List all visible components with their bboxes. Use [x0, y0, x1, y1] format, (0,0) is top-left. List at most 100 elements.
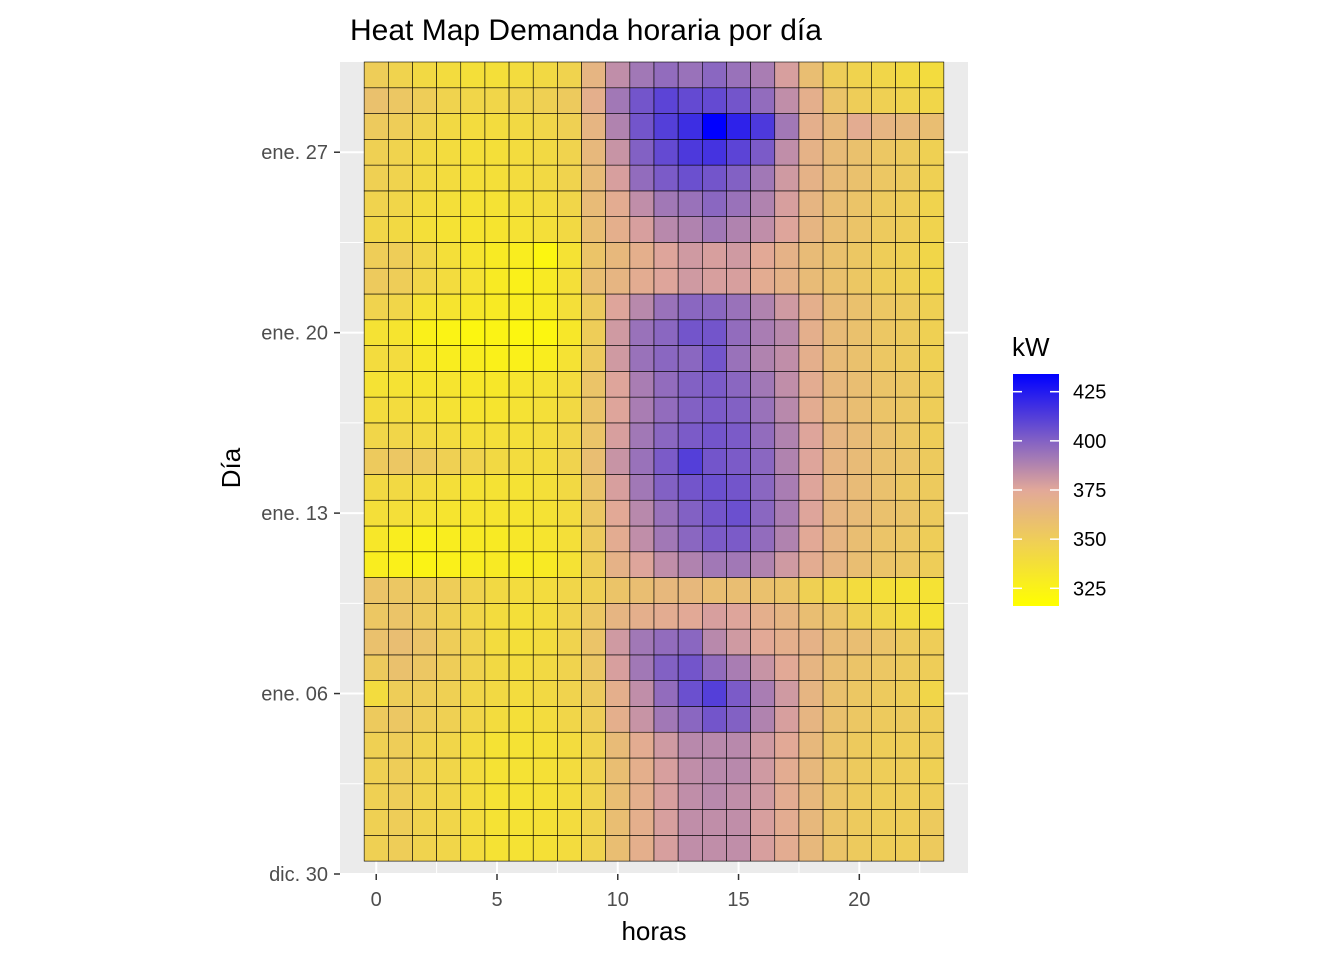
- heatmap-cell: [460, 731, 486, 759]
- heatmap-cell: [436, 551, 462, 578]
- heatmap-cell: [702, 267, 727, 295]
- heatmap-cell: [436, 474, 462, 501]
- heatmap-cell: [460, 242, 486, 269]
- heatmap-cell: [436, 835, 462, 862]
- heatmap-cell: [653, 371, 679, 398]
- legend-label: 375: [1073, 480, 1106, 502]
- heatmap-cell: [460, 654, 486, 681]
- heatmap-cell: [677, 267, 703, 295]
- heatmap-cell: [484, 293, 510, 321]
- heatmap-cell: [750, 190, 776, 217]
- heatmap-cell: [460, 706, 486, 733]
- heatmap-cell: [677, 242, 703, 269]
- heatmap-cell: [726, 242, 751, 269]
- heatmap-cell: [605, 448, 631, 475]
- heatmap-cell: [508, 835, 534, 862]
- heatmap-cell: [871, 396, 896, 424]
- heatmap-cell: [919, 371, 945, 398]
- heatmap-cell: [677, 706, 703, 733]
- heatmap-cell: [484, 113, 510, 140]
- heatmap-cell: [653, 628, 679, 656]
- heatmap-cell: [388, 87, 413, 114]
- heatmap-cell: [412, 293, 437, 321]
- heatmap-cell: [629, 113, 655, 140]
- heatmap-cell: [919, 783, 945, 810]
- heatmap-cell: [484, 628, 510, 656]
- heatmap-cell: [436, 654, 462, 681]
- heatmap-cell: [774, 809, 800, 836]
- heatmap-cell: [895, 783, 920, 810]
- heatmap-cell: [436, 603, 462, 630]
- heatmap-cell: [412, 267, 437, 295]
- heatmap-cell: [653, 577, 679, 604]
- heatmap-cell: [798, 551, 824, 578]
- heatmap-cell: [677, 371, 703, 398]
- heatmap-cell: [484, 835, 510, 862]
- heatmap-cell: [702, 448, 727, 475]
- heatmap-cell: [484, 809, 510, 836]
- heatmap-cell: [726, 706, 751, 733]
- heatmap-cell: [919, 164, 945, 192]
- heatmap-cell: [750, 551, 776, 578]
- heatmap-cell: [484, 731, 510, 759]
- heatmap-cell: [798, 422, 824, 449]
- heatmap-cell: [702, 371, 727, 398]
- heatmap-cell: [774, 448, 800, 475]
- heatmap-cell: [557, 242, 582, 269]
- heatmap-cell: [846, 113, 872, 140]
- heatmap-cell: [919, 113, 945, 140]
- heatmap-cell: [532, 706, 558, 733]
- heatmap-cell: [750, 113, 776, 140]
- heatmap-cell: [508, 474, 534, 501]
- heatmap-cell: [774, 654, 800, 681]
- heatmap-cell: [532, 61, 558, 89]
- heatmap-cell: [919, 603, 945, 630]
- heatmap-cell: [460, 628, 486, 656]
- heatmap-cell: [508, 809, 534, 836]
- heatmap-cell: [605, 680, 631, 707]
- heatmap-cell: [750, 139, 776, 166]
- heatmap-cell: [629, 61, 655, 89]
- heatmap-cell: [363, 551, 389, 578]
- heatmap-cell: [774, 551, 800, 578]
- heatmap-cell: [871, 706, 896, 733]
- heatmap-cell: [677, 809, 703, 836]
- heatmap-cell: [605, 783, 631, 810]
- heatmap-cell: [822, 628, 848, 656]
- heatmap-cell: [871, 499, 896, 527]
- heatmap-cell: [629, 396, 655, 424]
- axes: 0 5 10 15 20 dic. 30 ene. 06 ene. 13 ene. 20 ene.…: [261, 142, 870, 911]
- heatmap-cell: [532, 551, 558, 578]
- heatmap-cell: [484, 396, 510, 424]
- heatmap-cell: [653, 113, 679, 140]
- heatmap-cell: [363, 164, 389, 192]
- heatmap-cell: [605, 628, 631, 656]
- heatmap-cell: [388, 293, 413, 321]
- heatmap-cell: [508, 216, 534, 243]
- heatmap-cell: [557, 783, 582, 810]
- heatmap-cell: [581, 680, 606, 707]
- heatmap-cell: [629, 499, 655, 527]
- heatmap-cell: [412, 577, 437, 604]
- heatmap-cell: [895, 551, 920, 578]
- heatmap-cell: [798, 164, 824, 192]
- heatmap-cell: [532, 680, 558, 707]
- heatmap-cell: [388, 190, 413, 217]
- heatmap-cell: [798, 396, 824, 424]
- heatmap-cell: [750, 809, 776, 836]
- heatmap-cell: [412, 319, 437, 346]
- heatmap-cell: [677, 345, 703, 372]
- heatmap-cell: [919, 474, 945, 501]
- heatmap-cell: [846, 706, 872, 733]
- heatmap-cell: [605, 422, 631, 449]
- heatmap-cell: [605, 87, 631, 114]
- heatmap-cell: [436, 267, 462, 295]
- heatmap-cell: [895, 577, 920, 604]
- heatmap-cell: [557, 499, 582, 527]
- heatmap-cell: [653, 61, 679, 89]
- heatmap-cell: [557, 628, 582, 656]
- heatmap-cell: [846, 345, 872, 372]
- heatmap-cell: [895, 242, 920, 269]
- heatmap-cell: [581, 448, 606, 475]
- legend-label: 400: [1073, 431, 1106, 453]
